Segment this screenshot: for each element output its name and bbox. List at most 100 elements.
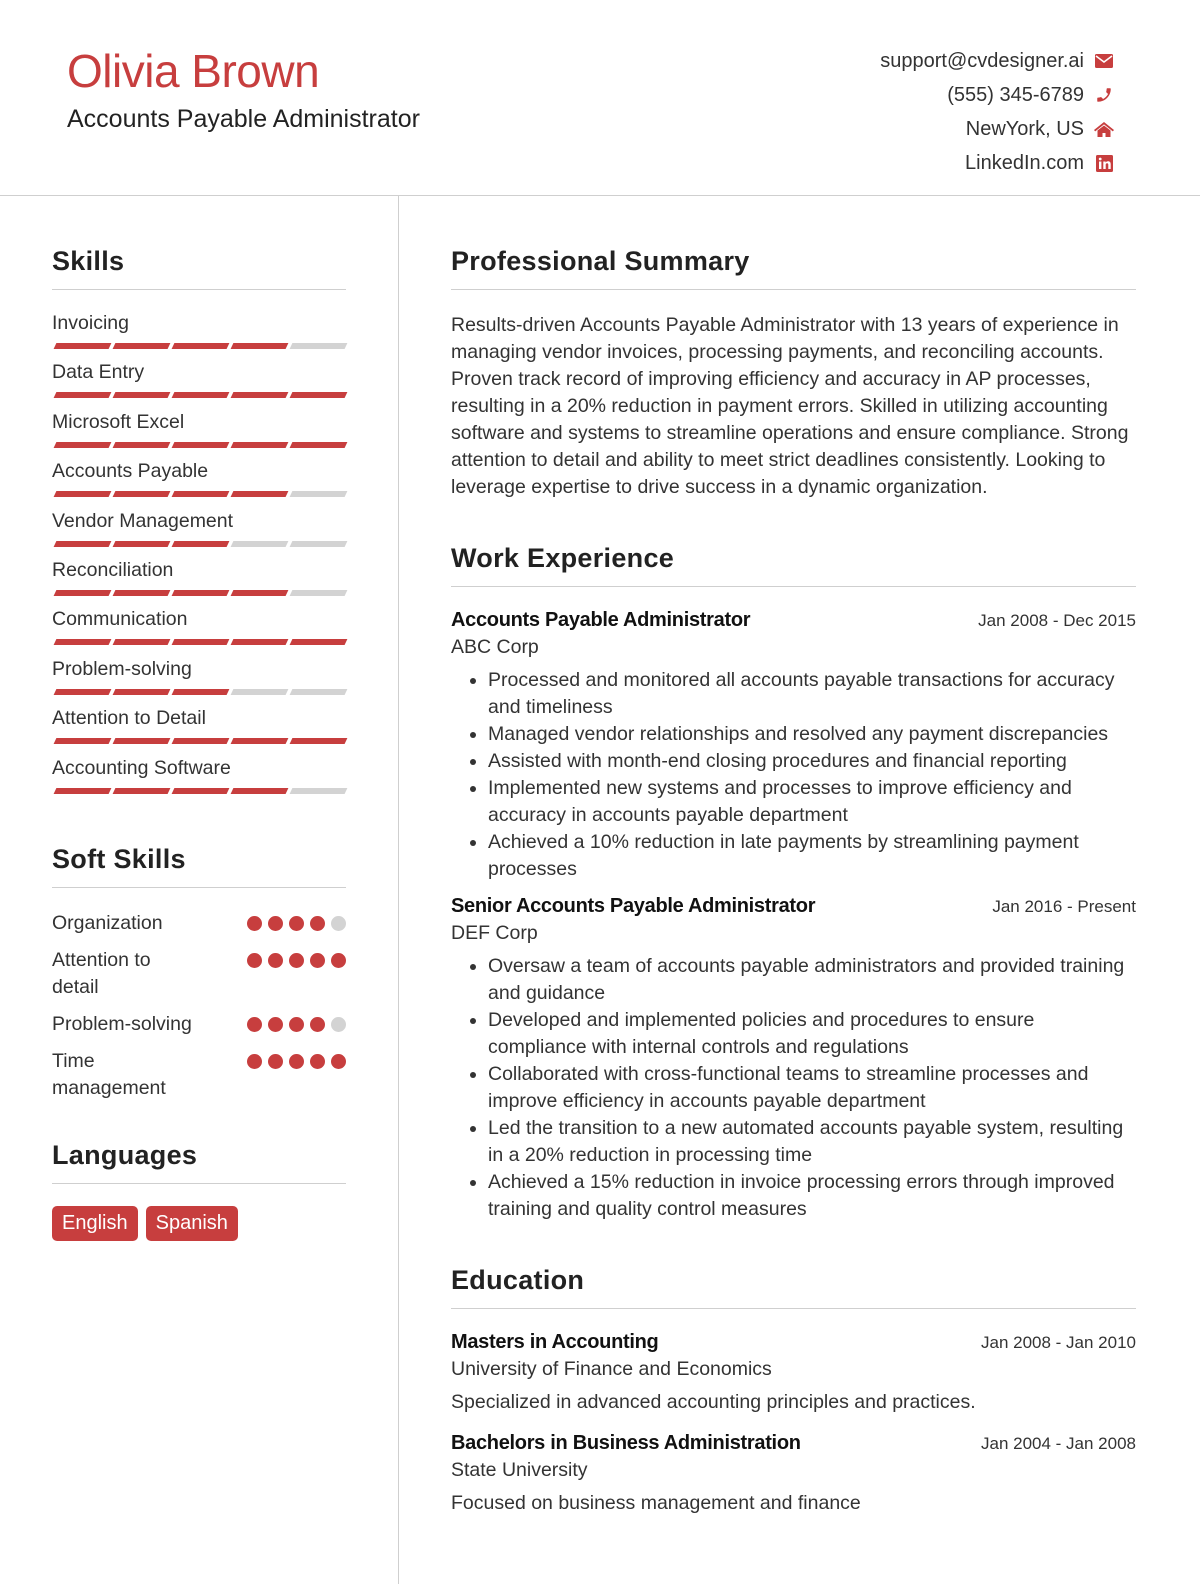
soft-skill-rating	[247, 1048, 346, 1102]
rating-dot	[268, 915, 283, 931]
skill-name: Communication	[52, 608, 188, 631]
skill-level-bar	[52, 787, 348, 794]
skill-name: Reconciliation	[52, 558, 174, 581]
skill-name: Accounts Payable	[52, 460, 209, 483]
skill-level-segment	[230, 589, 289, 596]
skill-level-segment	[289, 441, 348, 448]
skill-level-bar	[52, 589, 348, 596]
contact-item: support@cvdesigner.ai	[880, 44, 1114, 78]
candidate-name: Olivia Brown	[67, 45, 320, 97]
rating-dot	[247, 1053, 262, 1069]
skill-level-segment	[230, 441, 289, 448]
job-bullet: Developed and implemented policies and p…	[488, 1007, 1136, 1061]
summary-heading: Professional Summary	[451, 246, 1136, 290]
skill-level-segment	[230, 540, 289, 547]
skill-level-bar	[52, 688, 348, 695]
envelope-icon	[1094, 54, 1114, 68]
rating-dot	[310, 915, 325, 931]
soft-skill-name: Time management	[52, 1049, 166, 1099]
skill-level-segment	[171, 688, 230, 695]
education-date: Jan 2008 - Jan 2010	[980, 1333, 1136, 1352]
degree: Bachelors in Business Administration	[451, 1432, 801, 1454]
soft-skills-heading: Soft Skills	[52, 844, 346, 888]
skill-level-segment	[230, 639, 289, 646]
skill-level-bar	[52, 639, 348, 646]
soft-skill-name: Problem-solving	[52, 1012, 192, 1035]
skill-level-segment	[171, 343, 230, 349]
skill-item: Vendor Management	[52, 510, 348, 559]
skill-level-segment	[289, 540, 348, 547]
contact-text: NewYork, US	[965, 117, 1084, 140]
skill-name: Data Entry	[52, 361, 145, 384]
job-bullet: Led the transition to a new automated ac…	[488, 1115, 1136, 1169]
skill-level-segment	[53, 688, 112, 695]
job-header: Accounts Payable Administrator Jan 2008 -…	[451, 609, 1136, 632]
job-bullets: Processed and monitored all accounts pay…	[451, 667, 1136, 883]
contact-text: LinkedIn.com	[965, 151, 1084, 174]
job-bullet: Processed and monitored all accounts pay…	[488, 667, 1136, 721]
rating-dot	[247, 1016, 262, 1032]
phone-icon	[1094, 86, 1114, 104]
skill-name: Invoicing	[52, 312, 129, 334]
contact-list: support@cvdesigner.ai (555) 345-6789 NewYo…	[880, 44, 1114, 180]
skill-level-segment	[171, 738, 230, 745]
skill-level-segment	[171, 589, 230, 596]
skill-level-segment	[230, 343, 289, 349]
school-name: University of Finance and Economics	[451, 1358, 772, 1380]
education-header: Masters in Accounting Jan 2008 - Jan 2010	[451, 1331, 1136, 1354]
degree: Masters in Accounting	[451, 1331, 659, 1353]
language-badge: English	[52, 1205, 138, 1241]
soft-skill-item: Attention to detail	[52, 947, 346, 1001]
rating-dot	[289, 915, 304, 931]
skill-level-segment	[230, 491, 289, 498]
school-name: State University	[451, 1459, 588, 1481]
skill-level-segment	[53, 491, 112, 498]
job-bullet: Collaborated with cross-functional teams…	[488, 1061, 1136, 1115]
rating-dot	[268, 952, 283, 968]
skill-item: Accounting Software	[52, 757, 348, 806]
job-title: Senior Accounts Payable Administrator	[451, 895, 816, 917]
skill-level-bar	[52, 540, 348, 547]
soft-skill-item: Organization	[52, 910, 346, 937]
skill-level-segment	[53, 639, 112, 646]
skill-level-segment	[230, 738, 289, 745]
skill-level-segment	[112, 540, 171, 547]
skill-item: Communication	[52, 608, 348, 657]
skill-level-segment	[112, 639, 171, 646]
education-header: Bachelors in Business Administration Jan …	[451, 1432, 1136, 1455]
skill-level-segment	[112, 787, 171, 794]
column-divider	[398, 196, 399, 1584]
skill-level-segment	[112, 491, 171, 498]
education-description: Focused on business management and finan…	[451, 1492, 861, 1514]
job-entry: Senior Accounts Payable Administrator Jan…	[451, 895, 1136, 1223]
soft-skill-item: Problem-solving	[52, 1011, 346, 1038]
skill-item: Microsoft Excel	[52, 411, 348, 460]
rating-dot	[331, 952, 346, 968]
skill-level-segment	[289, 589, 348, 596]
skill-level-segment	[289, 491, 348, 498]
skill-level-segment	[171, 392, 230, 399]
experience-heading: Work Experience	[451, 543, 1136, 587]
rating-dot	[331, 1016, 346, 1032]
contact-text: (555) 345-6789	[947, 83, 1084, 106]
rating-dot	[310, 1016, 325, 1032]
education-description: Specialized in advanced accounting princ…	[451, 1391, 976, 1413]
skill-level-bar	[52, 738, 348, 745]
skill-level-segment	[289, 392, 348, 399]
company-name: ABC Corp	[451, 636, 539, 658]
company-name: DEF Corp	[451, 922, 538, 944]
skill-item: Invoicing	[52, 312, 348, 361]
skill-item: Attention to Detail	[52, 707, 348, 756]
skill-level-segment	[53, 441, 112, 448]
skill-level-segment	[171, 787, 230, 794]
rating-dot	[289, 952, 304, 968]
skills-section: Skills Invoicing Data Entry Microsoft Exce…	[52, 246, 348, 806]
skill-level-segment	[171, 639, 230, 646]
rating-dot	[310, 1053, 325, 1069]
skill-level-bar	[52, 491, 348, 498]
skill-item: Reconciliation	[52, 558, 348, 608]
education-entry: Masters in Accounting Jan 2008 - Jan 2010…	[451, 1331, 1136, 1414]
skill-name: Attention to Detail	[52, 707, 206, 730]
languages-section: Languages English Spanish	[52, 1140, 346, 1241]
job-title: Accounts Payable Administrator	[451, 609, 751, 631]
